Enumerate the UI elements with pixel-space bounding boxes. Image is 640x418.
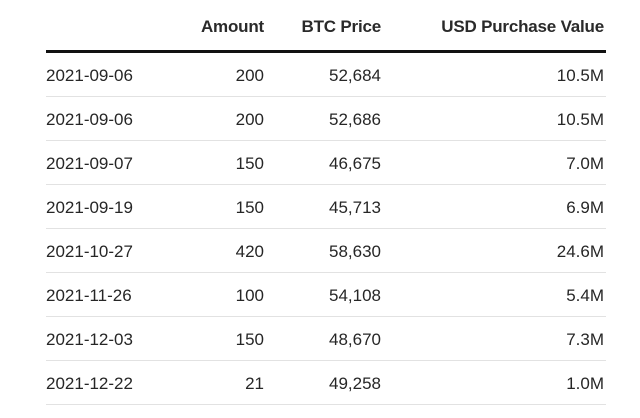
cell-btc-price: 49,258 (329, 374, 381, 393)
cell-amount: 200 (235, 110, 264, 129)
cell-amount: 150 (235, 198, 264, 217)
cell-usd-value: 7.0M (566, 154, 604, 173)
table-row: 2021-09-06 200 52,684 10.5M (46, 53, 606, 97)
table-row: 2021-09-19 150 45,713 6.9M (46, 185, 606, 229)
table-row: 2021-09-07 150 46,675 7.0M (46, 141, 606, 185)
cell-usd-value: 10.5M (556, 110, 604, 129)
cell-amount: 21 (245, 374, 264, 393)
cell-usd-value: 10.5M (556, 66, 604, 85)
cell-date: 2021-11-26 (46, 286, 132, 305)
table-header: Amount BTC Price USD Purchase Value (46, 0, 606, 53)
cell-date: 2021-12-03 (46, 330, 133, 349)
cell-date: 2021-10-27 (46, 242, 133, 261)
table-row: 2021-09-06 200 52,686 10.5M (46, 97, 606, 141)
cell-amount: 200 (235, 66, 264, 85)
table-row: 2021-11-26 100 54,108 5.4M (46, 273, 606, 317)
cell-amount: 150 (235, 330, 264, 349)
cell-date: 2021-09-07 (46, 154, 133, 173)
table-row: 2021-12-22 21 49,258 1.0M (46, 361, 606, 405)
cell-usd-value: 24.6M (556, 242, 604, 261)
table-row: 2021-12-03 150 48,670 7.3M (46, 317, 606, 361)
cell-date: 2021-09-19 (46, 198, 133, 217)
cell-date: 2021-09-06 (46, 110, 133, 129)
column-header-btc-price: BTC Price (301, 17, 382, 36)
cell-amount: 150 (235, 154, 264, 173)
cell-amount: 420 (235, 242, 264, 261)
column-header-amount: Amount (200, 17, 264, 36)
cell-btc-price: 58,630 (329, 242, 381, 261)
cell-usd-value: 6.9M (566, 198, 604, 217)
column-header-usd-purchase-value: USD Purchase Value (441, 17, 604, 36)
cell-btc-price: 45,713 (329, 198, 381, 217)
cell-btc-price: 46,675 (329, 154, 381, 173)
cell-usd-value: 1.0M (566, 374, 604, 393)
cell-btc-price: 48,670 (329, 330, 381, 349)
cell-amount: 100 (235, 286, 264, 305)
cell-date: 2021-09-06 (46, 66, 133, 85)
cell-usd-value: 7.3M (566, 330, 604, 349)
cell-date: 2021-12-22 (46, 374, 133, 393)
cell-btc-price: 52,684 (329, 66, 381, 85)
cell-btc-price: 52,686 (329, 110, 381, 129)
cell-usd-value: 5.4M (566, 286, 604, 305)
cell-btc-price: 54,108 (329, 286, 381, 305)
purchases-table: Amount BTC Price USD Purchase Value 2021… (46, 0, 606, 405)
table-row: 2021-10-27 420 58,630 24.6M (46, 229, 606, 273)
